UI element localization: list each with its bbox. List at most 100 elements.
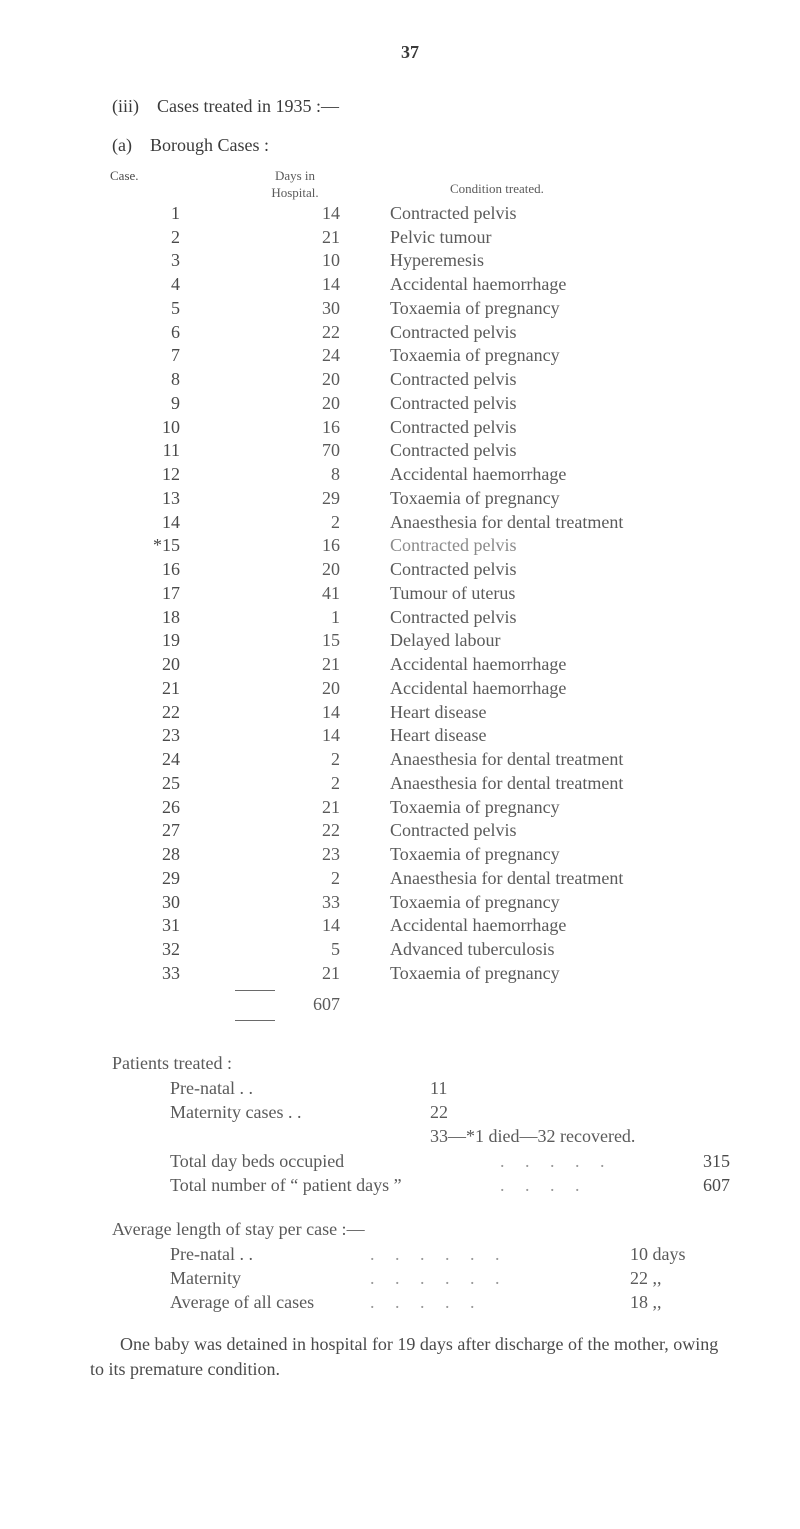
days-in-hospital: 21 bbox=[210, 962, 390, 986]
total-row: 607 bbox=[90, 993, 730, 1017]
page-number: 37 bbox=[90, 40, 730, 64]
condition-treated: Delayed labour bbox=[390, 629, 730, 653]
case-number: 21 bbox=[90, 677, 210, 701]
case-number: *15 bbox=[90, 534, 210, 558]
case-number: 2 bbox=[90, 226, 210, 250]
case-number: 9 bbox=[90, 392, 210, 416]
case-number: 31 bbox=[90, 914, 210, 938]
case-number: 1 bbox=[90, 202, 210, 226]
table-row: 242Anaesthesia for dental treatment bbox=[90, 748, 730, 772]
stat-summary: 33—*1 died—32 recovered. bbox=[170, 1124, 730, 1148]
case-number: 16 bbox=[90, 558, 210, 582]
table-row: 142Anaesthesia for dental treatment bbox=[90, 511, 730, 535]
case-number: 28 bbox=[90, 843, 210, 867]
table-row: 3321Toxaemia of pregnancy bbox=[90, 962, 730, 986]
condition-treated: Toxaemia of pregnancy bbox=[390, 962, 730, 986]
stat-daybeds: Total day beds occupied . . . . . 315 bbox=[170, 1149, 730, 1173]
table-row: 252Anaesthesia for dental treatment bbox=[90, 772, 730, 796]
days-in-hospital: 20 bbox=[210, 677, 390, 701]
days-in-hospital: 41 bbox=[210, 582, 390, 606]
case-number: 17 bbox=[90, 582, 210, 606]
days-in-hospital: 20 bbox=[210, 558, 390, 582]
case-number: 19 bbox=[90, 629, 210, 653]
header-days: Days in Hospital. bbox=[230, 167, 410, 202]
table-row: 622Contracted pelvis bbox=[90, 321, 730, 345]
table-row: 1741Tumour of uterus bbox=[90, 582, 730, 606]
case-number: 33 bbox=[90, 962, 210, 986]
table-row: 920Contracted pelvis bbox=[90, 392, 730, 416]
table-row: 2314Heart disease bbox=[90, 724, 730, 748]
case-number: 4 bbox=[90, 273, 210, 297]
table-row: 310Hyperemesis bbox=[90, 249, 730, 273]
avg-prenatal: Pre-natal . . . . . . . . 10 days bbox=[170, 1242, 730, 1266]
condition-treated: Toxaemia of pregnancy bbox=[390, 843, 730, 867]
condition-treated: Contracted pelvis bbox=[390, 534, 730, 558]
days-in-hospital: 21 bbox=[210, 796, 390, 820]
table-row: 530Toxaemia of pregnancy bbox=[90, 297, 730, 321]
days-in-hospital: 33 bbox=[210, 891, 390, 915]
table-row: 128Accidental haemorrhage bbox=[90, 463, 730, 487]
condition-treated: Contracted pelvis bbox=[390, 819, 730, 843]
table-row: 724Toxaemia of pregnancy bbox=[90, 344, 730, 368]
case-number: 26 bbox=[90, 796, 210, 820]
condition-treated: Contracted pelvis bbox=[390, 368, 730, 392]
condition-treated: Contracted pelvis bbox=[390, 558, 730, 582]
condition-treated: Toxaemia of pregnancy bbox=[390, 487, 730, 511]
header-case: Case. bbox=[90, 167, 230, 202]
days-in-hospital: 70 bbox=[210, 439, 390, 463]
table-row: 221Pelvic tumour bbox=[90, 226, 730, 250]
table-row: 181Contracted pelvis bbox=[90, 606, 730, 630]
table-row: 1329Toxaemia of pregnancy bbox=[90, 487, 730, 511]
table-row: 1915Delayed labour bbox=[90, 629, 730, 653]
case-number: 14 bbox=[90, 511, 210, 535]
table-row: 820Contracted pelvis bbox=[90, 368, 730, 392]
case-number: 12 bbox=[90, 463, 210, 487]
condition-treated: Accidental haemorrhage bbox=[390, 273, 730, 297]
total-value: 607 bbox=[210, 993, 390, 1017]
condition-treated: Heart disease bbox=[390, 724, 730, 748]
days-in-hospital: 2 bbox=[210, 867, 390, 891]
table-row: 414Accidental haemorrhage bbox=[90, 273, 730, 297]
days-in-hospital: 23 bbox=[210, 843, 390, 867]
table-row: 2722Contracted pelvis bbox=[90, 819, 730, 843]
heading-a: (a) Borough Cases : bbox=[90, 133, 730, 157]
days-in-hospital: 14 bbox=[210, 724, 390, 748]
header-condition: Condition treated. bbox=[410, 167, 730, 202]
days-in-hospital: 20 bbox=[210, 392, 390, 416]
case-number: 24 bbox=[90, 748, 210, 772]
days-in-hospital: 16 bbox=[210, 416, 390, 440]
condition-treated: Contracted pelvis bbox=[390, 416, 730, 440]
table-row: 3033Toxaemia of pregnancy bbox=[90, 891, 730, 915]
days-in-hospital: 2 bbox=[210, 772, 390, 796]
days-in-hospital: 10 bbox=[210, 249, 390, 273]
condition-treated: Anaesthesia for dental treatment bbox=[390, 511, 730, 535]
condition-treated: Tumour of uterus bbox=[390, 582, 730, 606]
days-in-hospital: 20 bbox=[210, 368, 390, 392]
avg-maternity: Maternity . . . . . . 22 ,, bbox=[170, 1266, 730, 1290]
days-in-hospital: 14 bbox=[210, 914, 390, 938]
stat-prenatal: Pre-natal . . 11 bbox=[170, 1076, 730, 1100]
case-number: 30 bbox=[90, 891, 210, 915]
stat-patientdays: Total number of “ patient days ” . . . .… bbox=[170, 1173, 730, 1197]
days-in-hospital: 29 bbox=[210, 487, 390, 511]
days-in-hospital: 5 bbox=[210, 938, 390, 962]
condition-treated: Accidental haemorrhage bbox=[390, 914, 730, 938]
days-in-hospital: 1 bbox=[210, 606, 390, 630]
days-in-hospital: 21 bbox=[210, 653, 390, 677]
days-in-hospital: 8 bbox=[210, 463, 390, 487]
condition-treated: Toxaemia of pregnancy bbox=[390, 891, 730, 915]
case-number: 29 bbox=[90, 867, 210, 891]
days-in-hospital: 21 bbox=[210, 226, 390, 250]
case-number: 13 bbox=[90, 487, 210, 511]
table-row: *1516Contracted pelvis bbox=[90, 534, 730, 558]
condition-treated: Toxaemia of pregnancy bbox=[390, 297, 730, 321]
table-row: 2120Accidental haemorrhage bbox=[90, 677, 730, 701]
condition-treated: Accidental haemorrhage bbox=[390, 463, 730, 487]
case-number: 8 bbox=[90, 368, 210, 392]
condition-treated: Accidental haemorrhage bbox=[390, 677, 730, 701]
condition-treated: Anaesthesia for dental treatment bbox=[390, 748, 730, 772]
condition-treated: Toxaemia of pregnancy bbox=[390, 796, 730, 820]
case-number: 25 bbox=[90, 772, 210, 796]
heading-iii: (iii) Cases treated in 1935 :— bbox=[90, 94, 730, 118]
table-row: 1620Contracted pelvis bbox=[90, 558, 730, 582]
